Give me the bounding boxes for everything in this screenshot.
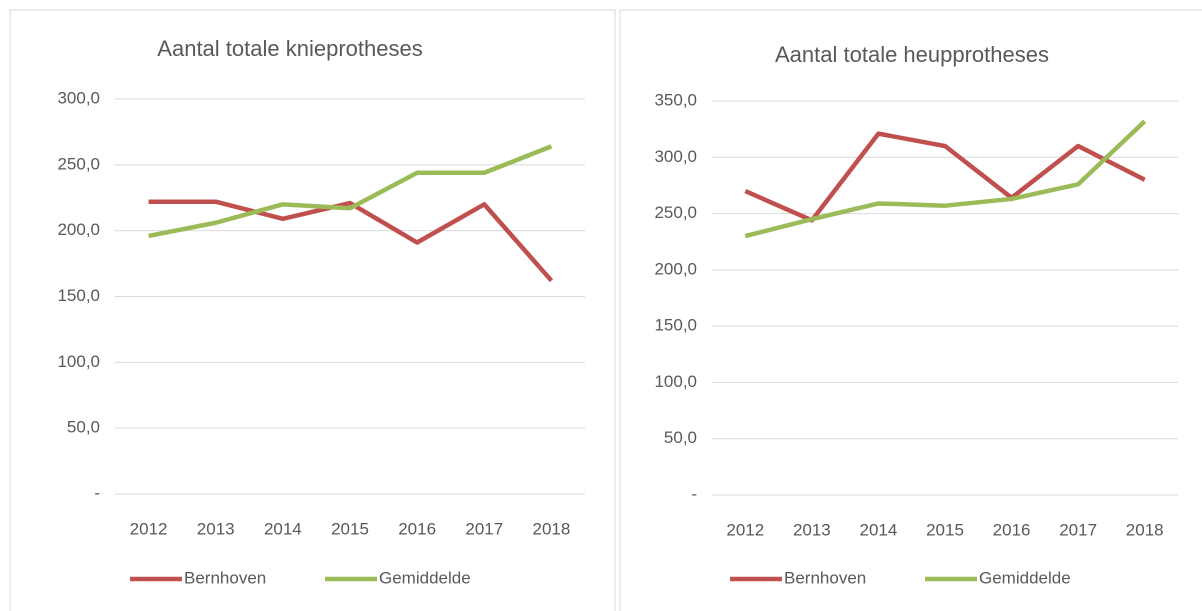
x-tick-label: 2013 (793, 520, 831, 539)
line-series (148, 199, 554, 283)
y-tick-label: 250,0 (654, 203, 697, 222)
y-tick-label: - (691, 484, 697, 503)
chart-border (9, 9, 616, 611)
chart-border (619, 9, 1202, 611)
y-tick-label: 150,0 (654, 316, 697, 335)
y-tick-label: 350,0 (654, 90, 697, 109)
y-tick-label: - (94, 483, 100, 502)
chart-title: Aantal totale knieprotheses (157, 36, 422, 61)
x-tick-label: 2016 (398, 519, 436, 538)
y-tick-label: 50,0 (664, 428, 697, 447)
x-tick-label: 2017 (1059, 520, 1097, 539)
y-tick-label: 300,0 (57, 88, 100, 107)
chart-title: Aantal totale heupprotheses (775, 42, 1049, 67)
line-series (744, 119, 1147, 239)
x-tick-label: 2013 (197, 519, 235, 538)
y-tick-label: 150,0 (57, 286, 100, 305)
y-tick-label: 300,0 (654, 147, 697, 166)
x-tick-label: 2018 (1126, 520, 1164, 539)
x-tick-label: 2012 (130, 519, 168, 538)
legend-label: Bernhoven (184, 568, 266, 587)
legend-label: Bernhoven (784, 568, 866, 587)
x-tick-label: 2014 (860, 520, 898, 539)
y-tick-label: 200,0 (654, 259, 697, 278)
legend-label: Gemiddelde (979, 568, 1071, 587)
x-tick-label: 2015 (926, 520, 964, 539)
line-series (148, 144, 553, 239)
y-tick-label: 50,0 (67, 418, 100, 437)
y-tick-label: 100,0 (57, 352, 100, 371)
y-tick-label: 250,0 (57, 154, 100, 173)
x-tick-label: 2016 (993, 520, 1031, 539)
x-tick-label: 2015 (331, 519, 369, 538)
x-tick-label: 2014 (264, 519, 302, 538)
legend-label: Gemiddelde (379, 568, 471, 587)
y-tick-label: 100,0 (654, 372, 697, 391)
y-tick-label: 200,0 (57, 220, 100, 239)
x-tick-label: 2018 (533, 519, 571, 538)
x-tick-label: 2017 (465, 519, 503, 538)
x-tick-label: 2012 (726, 520, 764, 539)
